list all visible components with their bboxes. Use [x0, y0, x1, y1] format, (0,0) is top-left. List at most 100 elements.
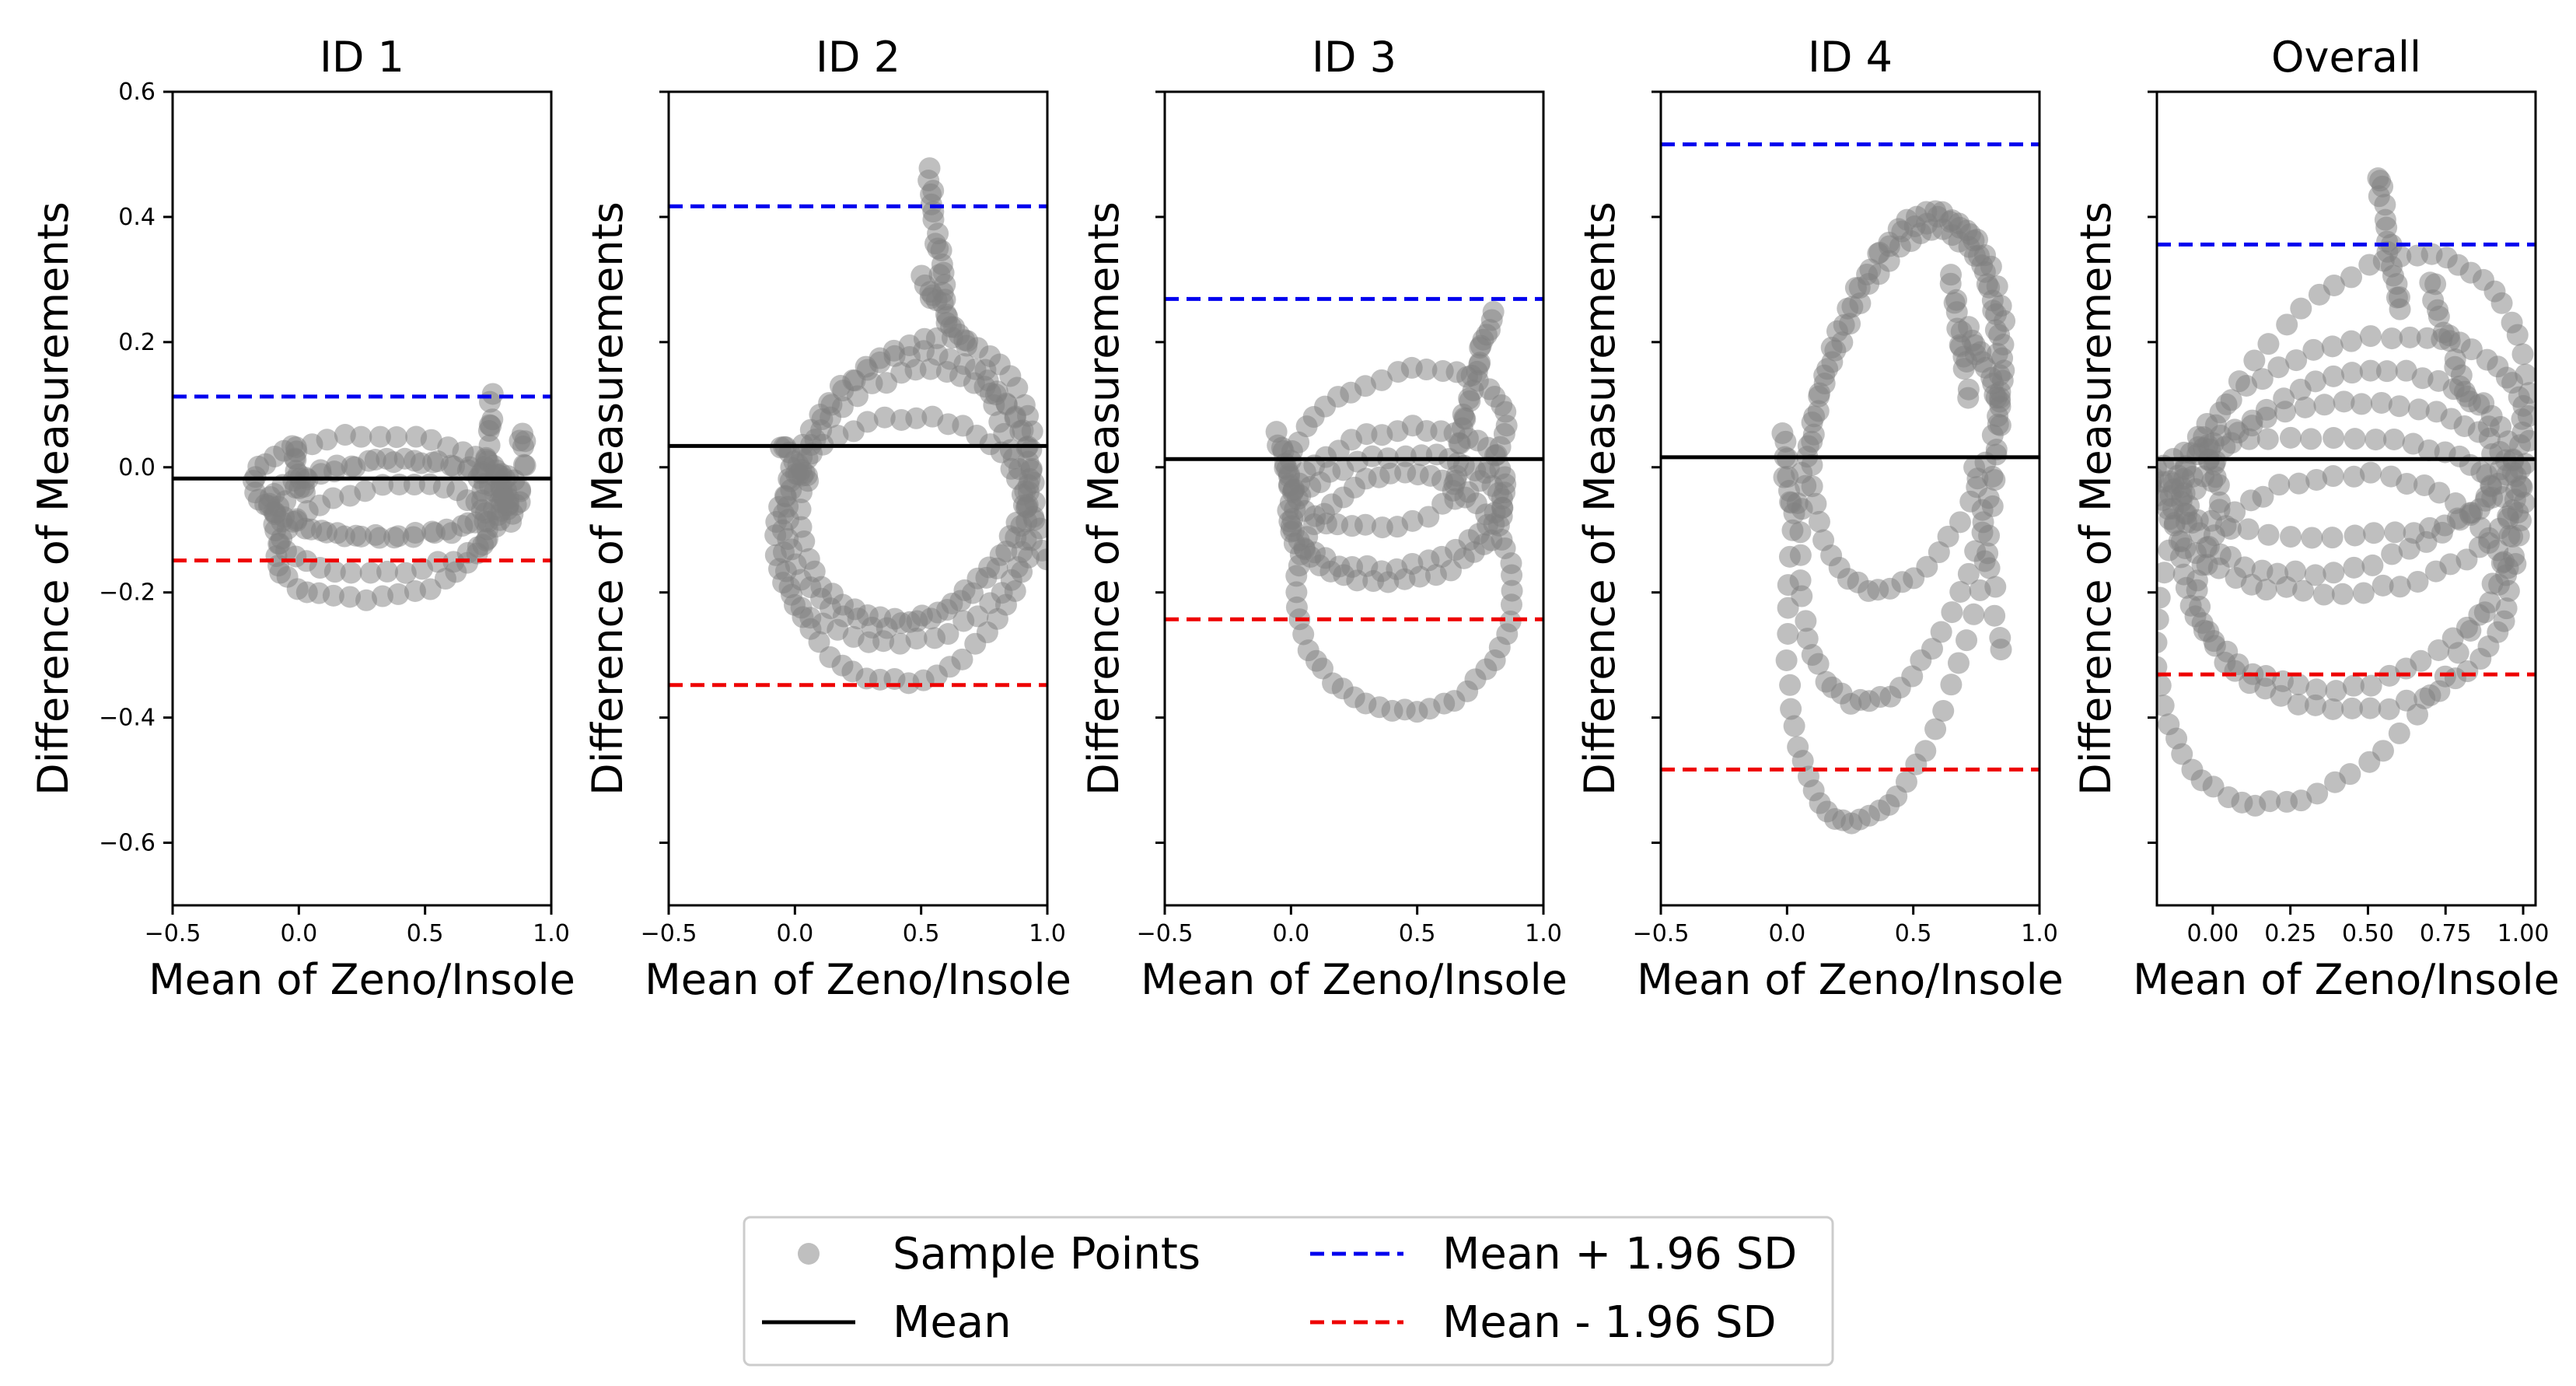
- sample-point: [1779, 674, 1802, 696]
- sample-point: [2157, 608, 2169, 631]
- sample-point: [2306, 782, 2329, 805]
- sample-point: [2257, 333, 2280, 355]
- axes-frame: [171, 90, 553, 907]
- sample-point: [2473, 392, 2495, 415]
- sample-point: [2321, 527, 2344, 549]
- sample-point: [1409, 565, 1431, 588]
- sample-point: [2279, 426, 2302, 449]
- sample-point: [1780, 698, 1802, 720]
- sample-point: [2325, 680, 2347, 702]
- sample-point: [2285, 349, 2308, 372]
- sample-point: [2189, 596, 2211, 618]
- y-tick-label: 0.0: [118, 454, 156, 481]
- sample-point: [2268, 474, 2291, 496]
- sample-point: [1387, 361, 1410, 383]
- sample-point: [2428, 680, 2451, 702]
- x-tick-label: 0.50: [2342, 920, 2394, 947]
- x-tick-label: −0.5: [1137, 920, 1194, 947]
- sample-point: [2399, 326, 2421, 348]
- sample-point: [2292, 579, 2315, 602]
- sample-point: [2359, 359, 2382, 382]
- sample-point: [339, 586, 362, 608]
- sample-point: [2255, 579, 2277, 601]
- sample-point: [1500, 593, 1522, 616]
- sample-point: [2504, 553, 2527, 576]
- sample-point: [2157, 632, 2168, 653]
- sample-point: [2339, 763, 2361, 786]
- sample-point: [1482, 300, 1505, 323]
- x-tick-label: 0.5: [407, 920, 444, 947]
- y-axis-label: Difference of Measurements: [29, 201, 78, 796]
- sample-point: [1956, 629, 1978, 652]
- sample-point: [1775, 649, 1798, 671]
- sample-point: [1394, 445, 1417, 467]
- sample-point: [1916, 555, 1938, 578]
- sample-point: [2372, 740, 2394, 762]
- sample-point: [2411, 367, 2434, 390]
- sample-point: [334, 424, 356, 446]
- sample-point: [2479, 591, 2501, 614]
- sample-point: [2220, 432, 2242, 454]
- sample-point: [797, 470, 820, 492]
- sample-point: [1783, 715, 1805, 737]
- x-tick-label: 1.0: [1029, 920, 1066, 947]
- sample-point: [383, 451, 405, 474]
- sample-point: [481, 408, 504, 431]
- sample-point: [1867, 243, 1889, 265]
- sample-point: [1008, 458, 1030, 481]
- sample-point: [2302, 338, 2325, 361]
- sample-point: [2501, 526, 2524, 548]
- sample-point: [956, 330, 979, 352]
- sample-point: [2233, 556, 2256, 579]
- sample-point: [1984, 604, 2006, 627]
- panel-title: ID 4: [1808, 33, 1893, 82]
- sample-point: [1282, 479, 1305, 502]
- sample-point: [1826, 320, 1848, 342]
- sample-point: [1940, 674, 1963, 696]
- sample-point: [339, 485, 362, 507]
- sample-point: [1789, 521, 1812, 544]
- sample-point: [983, 394, 1005, 416]
- sample-point: [2438, 330, 2461, 352]
- sample-point: [2361, 554, 2384, 576]
- sample-point: [2243, 349, 2266, 372]
- sample-point: [2407, 398, 2430, 421]
- sample-point: [921, 405, 944, 428]
- sample-point: [424, 522, 446, 544]
- sample-point: [2395, 689, 2417, 712]
- sample-point: [2406, 244, 2428, 267]
- sample-point: [1957, 387, 1980, 409]
- sample-point: [1989, 395, 2012, 418]
- x-tick-label: 0.5: [903, 920, 940, 947]
- sample-point: [1808, 385, 1830, 408]
- y-tick-label: 0.6: [118, 79, 156, 106]
- sample-point: [1431, 360, 1454, 383]
- sample-point: [2157, 695, 2175, 717]
- sample-point: [369, 425, 391, 448]
- sample-point: [2289, 378, 2312, 401]
- y-axis-label: Difference of Measurements: [1575, 201, 1624, 796]
- sample-point: [2372, 574, 2394, 597]
- y-axis-label: Difference of Measurements: [1079, 201, 1128, 796]
- sample-point: [2259, 790, 2281, 813]
- sample-point: [355, 589, 378, 611]
- panel-title: ID 1: [320, 33, 404, 82]
- sample-point: [1803, 405, 1826, 428]
- sample-point: [1801, 453, 1823, 476]
- sample-point: [402, 526, 425, 548]
- sample-point: [2304, 564, 2326, 586]
- sample-point: [2395, 359, 2417, 382]
- sample-point: [1844, 277, 1867, 299]
- sample-point: [2270, 684, 2292, 707]
- sample-point: [811, 408, 834, 431]
- sample-point: [2489, 458, 2511, 481]
- sample-point: [1921, 638, 1943, 660]
- sample-point: [344, 456, 366, 478]
- sample-point: [2491, 485, 2514, 508]
- sample-point: [1895, 771, 1917, 793]
- y-tick-label: 0.2: [118, 329, 156, 356]
- sample-point: [1377, 571, 1400, 593]
- sample-point: [2195, 536, 2218, 558]
- sample-point: [394, 562, 417, 584]
- sample-point: [1029, 517, 1047, 540]
